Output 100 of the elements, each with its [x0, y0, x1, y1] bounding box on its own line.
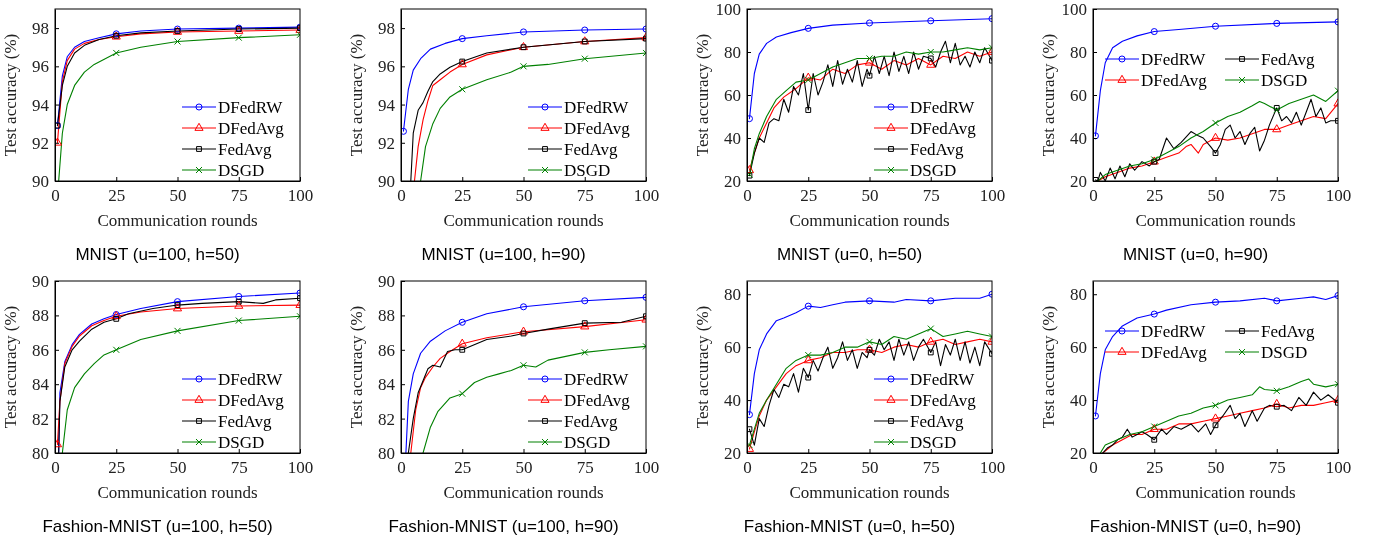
- legend-label: DFedRW: [1141, 321, 1207, 341]
- y-tick-label: 80: [378, 443, 395, 463]
- x-tick-label: 0: [743, 186, 752, 206]
- point: [1150, 28, 1158, 36]
- x-tick-label: 75: [1268, 458, 1286, 478]
- point: [1212, 401, 1219, 409]
- text: Fashion-MNIST (u=0, h=50): [743, 517, 956, 536]
- y-axis-title: Test accuracy (%): [1039, 33, 1058, 157]
- point: [1273, 19, 1281, 27]
- point: [55, 439, 63, 448]
- y-tick-label: 82: [378, 409, 395, 429]
- legend-label: DSGD: [1261, 342, 1308, 362]
- point: [1210, 132, 1221, 141]
- y-tick-label: 80: [1070, 42, 1087, 62]
- y-tick-label: 98: [378, 19, 395, 39]
- legend-label: DFedAvg: [910, 118, 977, 138]
- y-tick-label: 90: [378, 171, 395, 191]
- point: [458, 390, 466, 398]
- y-tick-label: 80: [32, 443, 49, 463]
- point: [519, 28, 528, 36]
- y-tick-label: 90: [32, 271, 49, 291]
- point: [866, 72, 873, 79]
- legend-label: DSGD: [218, 432, 265, 452]
- x-axis-title: Communication rounds: [97, 483, 258, 502]
- point: [581, 297, 589, 305]
- x-tick-label: 25: [1146, 186, 1164, 206]
- point: [1272, 124, 1282, 133]
- legend-label: DSGD: [564, 160, 611, 180]
- y-axis-title: Test accuracy (%): [1, 33, 20, 157]
- y-tick-label: 94: [378, 95, 396, 115]
- point: [804, 76, 812, 84]
- point: [1210, 413, 1221, 422]
- x-tick-label: 50: [515, 458, 533, 478]
- line-series: [1099, 378, 1338, 453]
- point: [926, 59, 936, 68]
- point: [804, 24, 812, 32]
- point: [519, 303, 528, 311]
- legend-label: FedAvg: [218, 411, 273, 431]
- point: [234, 300, 244, 309]
- y-tick-label: 92: [32, 133, 49, 153]
- point: [581, 55, 589, 63]
- point: [581, 26, 589, 34]
- x-tick-label: 0: [397, 186, 406, 206]
- point: [926, 336, 936, 345]
- point: [1272, 398, 1282, 407]
- point: [1211, 22, 1220, 30]
- x-tick-label: 75: [230, 458, 248, 478]
- y-tick-label: 60: [724, 85, 741, 105]
- point: [866, 338, 873, 346]
- legend-label: DFedRW: [564, 369, 630, 389]
- x-tick-label: 75: [576, 458, 594, 478]
- legend-label: FedAvg: [910, 139, 965, 159]
- point: [581, 348, 589, 356]
- legend-label: DFedRW: [218, 369, 284, 389]
- point: [458, 318, 466, 326]
- legend-label: DFedRW: [218, 97, 284, 117]
- x-tick-label: 0: [743, 458, 752, 478]
- point: [520, 62, 527, 70]
- y-tick-label: 88: [378, 306, 395, 326]
- point: [401, 127, 407, 135]
- legend-label: DFedAvg: [910, 390, 977, 410]
- legend-label: DFedAvg: [1141, 70, 1208, 90]
- text: MNIST (u=100, h=50): [75, 245, 240, 264]
- point: [458, 85, 466, 93]
- point: [457, 338, 467, 347]
- legend-label: DFedRW: [564, 97, 630, 117]
- y-tick-label: 96: [378, 57, 395, 77]
- x-tick-label: 100: [633, 186, 660, 206]
- legend-label: FedAvg: [564, 139, 619, 159]
- x-tick-label: 50: [1207, 186, 1225, 206]
- x-axis-title: Communication rounds: [789, 483, 950, 502]
- x-axis-title: Communication rounds: [443, 483, 604, 502]
- x-tick-label: 50: [861, 458, 879, 478]
- point: [865, 297, 874, 305]
- point: [1273, 403, 1280, 410]
- x-tick-label: 100: [1325, 186, 1352, 206]
- y-axis-title: Test accuracy (%): [1039, 305, 1058, 429]
- text: Fashion-MNIST (u=100, h=90): [388, 517, 619, 536]
- point: [927, 325, 935, 333]
- point: [864, 57, 875, 66]
- point: [747, 115, 753, 123]
- y-tick-label: 84: [32, 375, 50, 395]
- y-axis-title: Test accuracy (%): [693, 305, 712, 429]
- point: [235, 34, 243, 42]
- legend-label: DFedAvg: [564, 118, 631, 138]
- legend-label: FedAvg: [218, 139, 273, 159]
- y-tick-label: 94: [32, 95, 50, 115]
- legend-label: DSGD: [910, 432, 957, 452]
- legend-label: DFedAvg: [564, 390, 631, 410]
- point: [235, 317, 243, 325]
- y-tick-label: 80: [724, 285, 741, 305]
- y-tick-label: 60: [724, 338, 741, 358]
- legend-label: DSGD: [1261, 70, 1308, 90]
- y-tick-label: 20: [1070, 443, 1087, 463]
- point: [172, 303, 183, 312]
- x-axis-title: Communication rounds: [97, 211, 258, 230]
- x-tick-label: 25: [800, 186, 818, 206]
- x-tick-label: 25: [454, 186, 472, 206]
- point: [174, 302, 181, 308]
- point: [458, 35, 466, 43]
